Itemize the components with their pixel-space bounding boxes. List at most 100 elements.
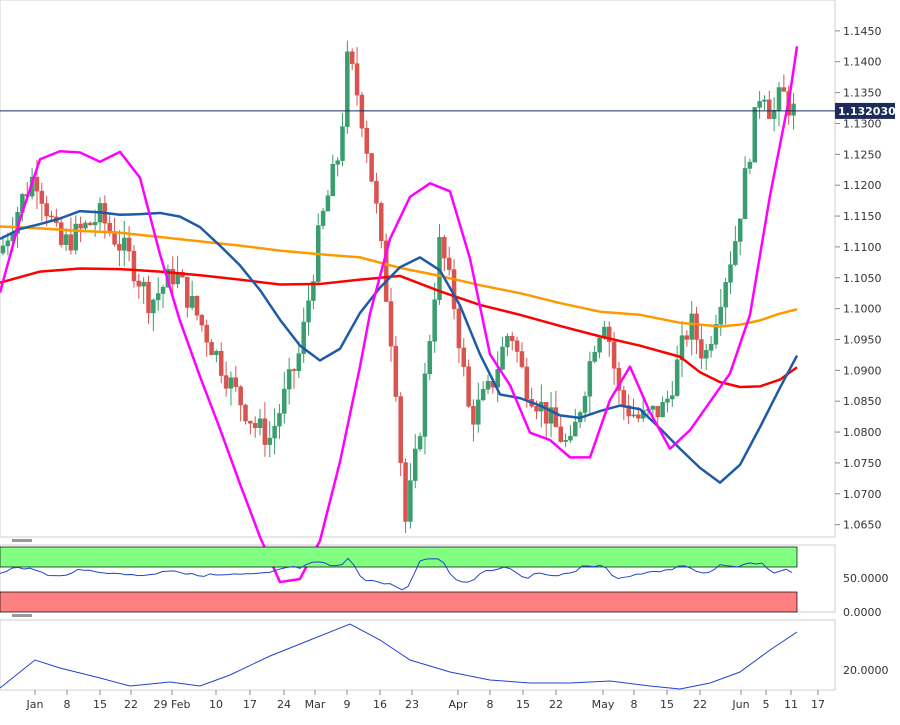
price-panel [0, 0, 836, 538]
candle-body [534, 406, 539, 412]
candle-body [325, 195, 331, 212]
candle-body [223, 375, 229, 389]
candle-body [349, 51, 355, 64]
candle-body [238, 386, 243, 406]
candle-body [742, 168, 748, 220]
candle-body [422, 373, 428, 437]
candle-body [505, 335, 510, 348]
date-tick-label: 16 [373, 698, 387, 711]
candle-body [573, 421, 578, 437]
candle-body [408, 480, 413, 522]
candle-body [524, 366, 530, 400]
candle-body [354, 63, 360, 96]
candle-body [233, 377, 239, 387]
date-tick-label: 29 Feb [154, 698, 191, 711]
candle-body [73, 223, 78, 251]
candle-body [248, 420, 253, 424]
candle-body [345, 51, 350, 127]
candle-body [374, 180, 379, 204]
rsi-overbought-zone [0, 546, 798, 568]
candle-body [689, 313, 694, 340]
candle-body [592, 351, 597, 362]
candle-body [480, 389, 486, 401]
candle-body [723, 282, 728, 308]
date-tick-label: 11 [784, 698, 798, 711]
price-tick-label: 1.1050 [843, 272, 882, 285]
date-tick-label: May [592, 698, 615, 711]
candle-body [0, 245, 6, 254]
candle-body [277, 413, 282, 427]
oscillator-tick-label: 20.0000 [843, 664, 889, 677]
date-tick-label: Jun [731, 698, 749, 711]
candle-body [461, 347, 466, 367]
candle-body [553, 407, 559, 428]
price-tick-label: 1.1000 [843, 303, 882, 316]
date-tick-label: 23 [405, 698, 419, 711]
candle-body [476, 399, 481, 425]
candle-body [117, 244, 122, 251]
candle-body [379, 203, 384, 242]
candle-body [243, 404, 248, 422]
candle-body [767, 99, 772, 119]
candle-body [694, 313, 699, 340]
candle-body [291, 369, 297, 372]
candle-body [228, 377, 234, 389]
date-tick-label: 15 [93, 698, 107, 711]
candle-body [146, 281, 151, 314]
candle-body [301, 321, 306, 354]
candle-body [204, 324, 209, 343]
candle-body [209, 341, 214, 356]
date-tick-label: 24 [277, 698, 291, 711]
price-tick-label: 1.1150 [843, 210, 882, 223]
candle-body [34, 176, 40, 192]
candle-body [587, 361, 593, 397]
candle-body [49, 215, 54, 218]
ma-blue-line [0, 209, 799, 484]
candle-body [364, 127, 369, 154]
price-tick-label: 1.0750 [843, 457, 882, 470]
candle-body [451, 269, 457, 310]
price-tick-label: 1.1250 [843, 148, 882, 161]
current-price-label: 1.132030 [838, 105, 896, 118]
candle-body [83, 222, 88, 229]
candle-body [660, 402, 665, 418]
candle-body [330, 164, 336, 196]
price-tick-label: 1.1400 [843, 56, 882, 69]
candle-body [403, 462, 408, 522]
rsi-line [0, 557, 793, 591]
panel-handle [12, 539, 32, 542]
candle-body [335, 160, 340, 165]
panel-handle [12, 614, 32, 617]
candle-body [185, 276, 190, 308]
date-tick-label: 8 [631, 698, 638, 711]
candle-body [126, 237, 132, 252]
date-tick-label: 5 [763, 698, 770, 711]
candle-body [737, 218, 743, 242]
candle-body [582, 395, 588, 413]
candle-body [131, 250, 137, 282]
date-tick-label: 22 [693, 698, 707, 711]
date-tick-label: 22 [124, 698, 138, 711]
date-tick-label: Mar [305, 698, 326, 711]
price-tick-label: 1.0800 [843, 426, 882, 439]
candle-body [611, 341, 617, 369]
candle-body [388, 301, 394, 347]
candle-body [257, 418, 263, 428]
price-tick-label: 1.1200 [843, 179, 882, 192]
candle-body [369, 153, 374, 182]
price-tick-label: 1.0700 [843, 488, 882, 501]
rsi-oversold-zone [0, 591, 798, 613]
candle-body [568, 435, 573, 441]
candle-body [393, 345, 399, 397]
candle-body [471, 406, 476, 425]
date-tick-label: Apr [448, 698, 468, 711]
price-tick-label: 1.1300 [843, 117, 882, 130]
candle-body [708, 343, 714, 351]
candle-body [621, 390, 627, 406]
candle-body [771, 109, 777, 119]
candle-body [107, 222, 112, 232]
candle-body [747, 161, 753, 169]
candle-body [199, 314, 205, 326]
